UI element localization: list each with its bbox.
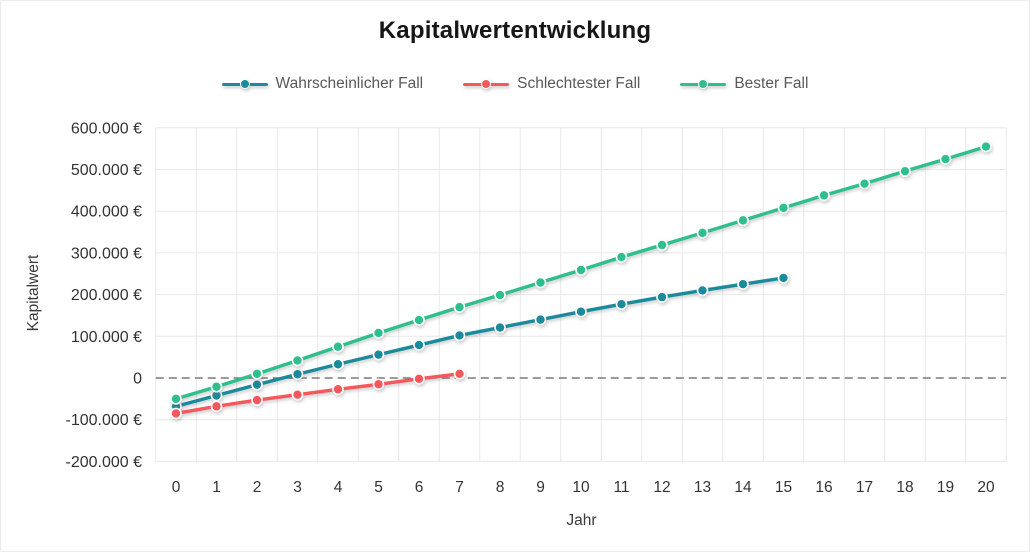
data-point bbox=[656, 291, 668, 303]
x-tick-label: 11 bbox=[613, 479, 629, 496]
x-tick-label: 13 bbox=[694, 479, 711, 496]
y-tick-label: 400.000 € bbox=[71, 204, 142, 221]
data-point bbox=[453, 329, 466, 342]
data-point bbox=[413, 339, 425, 351]
series-line-schlechtester-fall bbox=[170, 368, 466, 420]
data-point bbox=[737, 278, 749, 290]
data-point bbox=[170, 407, 182, 420]
data-point bbox=[615, 251, 628, 263]
data-point bbox=[453, 301, 466, 313]
chart-title: Kapitalwertentwicklung bbox=[378, 17, 652, 44]
data-point bbox=[210, 380, 223, 393]
y-tick-label: -200.000 € bbox=[65, 454, 142, 471]
x-tick-label: 4 bbox=[334, 479, 343, 496]
data-point bbox=[899, 165, 911, 177]
data-point bbox=[777, 202, 790, 214]
x-tick-label: 3 bbox=[293, 479, 302, 496]
series-line-wahrscheinlicher-fall bbox=[170, 272, 790, 413]
data-point bbox=[413, 314, 425, 326]
legend-line-marker-icon bbox=[680, 78, 727, 90]
data-point bbox=[332, 340, 344, 353]
data-point bbox=[291, 354, 304, 367]
x-tick-label: 9 bbox=[536, 479, 545, 496]
data-point bbox=[494, 289, 506, 301]
data-point bbox=[372, 327, 385, 339]
legend-line-marker-icon bbox=[221, 78, 268, 90]
x-tick-label: 15 bbox=[775, 479, 792, 496]
legend-item-wahrscheinlicher-fall: Wahrscheinlicher Fall bbox=[221, 75, 424, 93]
legend-item-schlechtester-fall: Schlechtester Fall bbox=[463, 75, 640, 93]
data-point bbox=[777, 272, 790, 284]
legend-line-marker-icon bbox=[463, 78, 510, 90]
y-tick-label: 200.000 € bbox=[71, 287, 142, 304]
data-point bbox=[332, 358, 344, 371]
data-point bbox=[332, 383, 344, 396]
y-tick-label: 0 bbox=[133, 371, 142, 388]
x-tick-label: 19 bbox=[937, 479, 954, 496]
data-point bbox=[251, 368, 263, 380]
y-axis-tick-labels: 600.000 € 500.000 € 400.000 € 300.000 € 200.… bbox=[65, 120, 142, 471]
data-point bbox=[494, 321, 506, 334]
x-tick-label: 12 bbox=[653, 479, 670, 496]
x-tick-label: 8 bbox=[496, 479, 505, 496]
x-tick-label: 6 bbox=[415, 479, 424, 496]
data-point bbox=[372, 348, 385, 361]
y-tick-label: 600.000 € bbox=[71, 120, 142, 137]
x-tick-label: 14 bbox=[734, 479, 752, 496]
x-axis-title: Jahr bbox=[566, 512, 597, 529]
x-tick-label: 1 bbox=[212, 479, 221, 496]
x-tick-label: 7 bbox=[455, 479, 464, 496]
data-point bbox=[696, 284, 709, 297]
data-point bbox=[575, 264, 587, 276]
legend-item-bester-fall: Bester Fall bbox=[680, 75, 808, 93]
data-point bbox=[210, 400, 223, 413]
gridlines bbox=[155, 127, 1007, 462]
data-point bbox=[291, 388, 304, 401]
data-point bbox=[291, 368, 304, 381]
data-point bbox=[453, 368, 466, 380]
data-point bbox=[818, 189, 830, 202]
y-tick-label: 500.000 € bbox=[71, 162, 142, 179]
x-tick-label: 0 bbox=[172, 479, 181, 496]
x-tick-label: 2 bbox=[253, 479, 262, 496]
x-tick-label: 16 bbox=[815, 479, 832, 496]
data-point bbox=[858, 177, 871, 190]
data-point bbox=[251, 394, 263, 406]
data-point bbox=[656, 239, 668, 251]
data-point bbox=[696, 227, 709, 239]
legend-label: Wahrscheinlicher Fall bbox=[275, 75, 424, 92]
x-tick-label: 5 bbox=[374, 479, 383, 496]
data-point bbox=[170, 393, 182, 405]
x-tick-label: 20 bbox=[977, 479, 995, 496]
x-tick-label: 10 bbox=[572, 479, 590, 496]
x-axis-tick-labels: 0 1 2 3 4 5 6 7 8 9 10 11 12 13 14 15 16 17 18 19 20 bbox=[172, 479, 995, 496]
series-line-bester-fall bbox=[170, 140, 992, 405]
legend-label: Bester Fall bbox=[734, 75, 809, 92]
data-point bbox=[939, 153, 952, 165]
data-point bbox=[980, 140, 992, 153]
y-tick-label: -100.000 € bbox=[65, 412, 142, 429]
y-tick-label: 300.000 € bbox=[71, 245, 142, 262]
data-point bbox=[534, 276, 547, 289]
x-tick-label: 17 bbox=[856, 479, 873, 496]
data-point bbox=[251, 378, 263, 391]
data-point bbox=[737, 214, 749, 227]
y-tick-label: 100.000 € bbox=[71, 329, 142, 346]
chart-legend: Wahrscheinlicher Fall Schlechtester Fall B… bbox=[1, 75, 1029, 93]
x-tick-label: 18 bbox=[896, 479, 913, 496]
data-point bbox=[413, 373, 425, 385]
data-point bbox=[575, 305, 587, 318]
data-point bbox=[372, 378, 385, 391]
data-point bbox=[534, 313, 547, 326]
legend-label: Schlechtester Fall bbox=[517, 75, 641, 92]
data-point bbox=[615, 298, 628, 310]
